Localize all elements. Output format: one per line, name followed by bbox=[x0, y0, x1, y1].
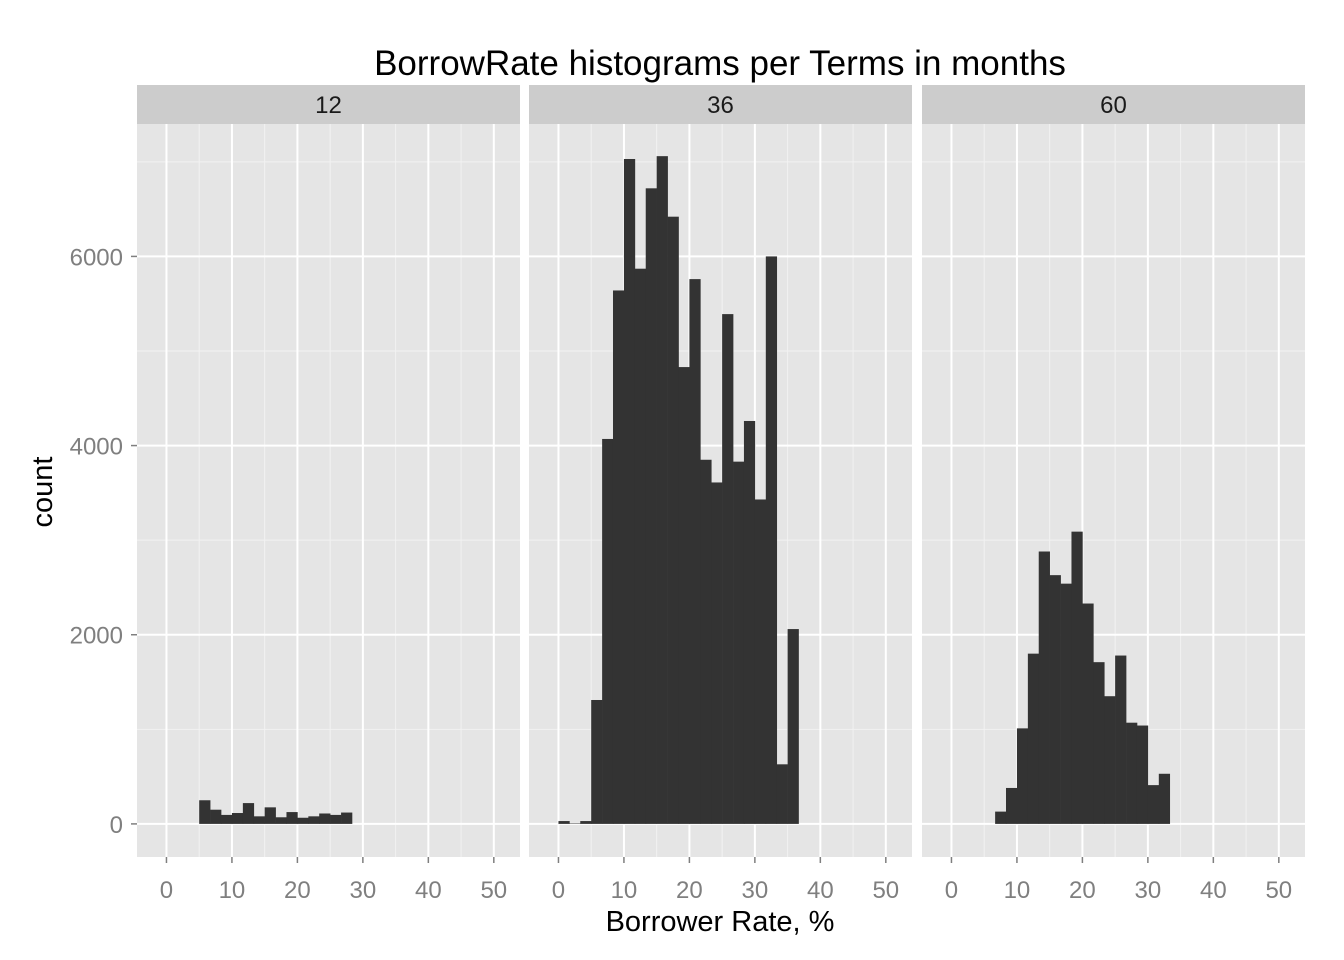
histogram-bar bbox=[341, 812, 353, 824]
facet-strip-label: 60 bbox=[1100, 92, 1127, 119]
histogram-bar bbox=[286, 812, 298, 824]
histogram-bar bbox=[1136, 725, 1149, 824]
chart-title: BorrowRate histograms per Terms in month… bbox=[374, 44, 1066, 83]
facet-panels: 12 0 10 20 30 40 50 36 0 10 20 30 40 50 60 0 10 20 30 40 50 bbox=[137, 85, 1305, 904]
y-tick-label: 0 bbox=[110, 812, 123, 839]
histogram-bar bbox=[210, 809, 222, 824]
histogram-bar bbox=[765, 256, 778, 824]
histogram-bar bbox=[678, 367, 690, 824]
histogram-bar bbox=[330, 814, 342, 824]
x-tick-label: 50 bbox=[1265, 877, 1292, 904]
histogram-bar bbox=[602, 438, 614, 824]
panel-background bbox=[137, 124, 520, 857]
y-axis: 0 2000 4000 6000 bbox=[70, 244, 137, 839]
histogram-bar bbox=[297, 817, 309, 824]
histogram-bar bbox=[1104, 696, 1116, 824]
histogram-bar bbox=[308, 816, 320, 824]
histogram-bar bbox=[754, 499, 767, 824]
facet-strip-label: 12 bbox=[315, 92, 342, 119]
facet-panel-36: 36 0 10 20 30 40 50 bbox=[529, 85, 912, 904]
histogram-bar bbox=[612, 290, 625, 824]
histogram-bar bbox=[1082, 603, 1094, 824]
histogram-bar bbox=[231, 813, 244, 824]
histogram-bar bbox=[1147, 785, 1160, 824]
x-tick-label: 20 bbox=[1069, 877, 1096, 904]
y-tick-label: 4000 bbox=[70, 434, 123, 461]
y-tick-label: 2000 bbox=[70, 623, 123, 650]
x-tick-label: 10 bbox=[611, 877, 638, 904]
histogram-bar bbox=[253, 816, 265, 824]
histogram-bar bbox=[591, 699, 603, 824]
facet-panel-60: 60 0 10 20 30 40 50 bbox=[922, 85, 1305, 904]
histogram-bar bbox=[1016, 728, 1029, 824]
x-tick-label: 0 bbox=[552, 877, 565, 904]
histogram-bar bbox=[558, 821, 570, 824]
histogram-bar bbox=[733, 461, 745, 824]
histogram-bar bbox=[242, 803, 255, 824]
histogram-bar bbox=[776, 764, 788, 824]
x-tick-label: 50 bbox=[480, 877, 507, 904]
histogram-bar bbox=[743, 420, 756, 824]
histogram-bar bbox=[1115, 655, 1127, 824]
histogram-bar bbox=[656, 156, 668, 824]
x-tick-label: 10 bbox=[219, 877, 246, 904]
x-tick-label: 0 bbox=[945, 877, 958, 904]
x-tick-label: 40 bbox=[807, 877, 834, 904]
histogram-bar bbox=[995, 811, 1007, 824]
x-tick-label: 30 bbox=[350, 877, 377, 904]
histogram-bar bbox=[623, 158, 636, 824]
x-tick-label: 40 bbox=[415, 877, 442, 904]
histogram-bar bbox=[220, 814, 233, 824]
histogram-bar bbox=[264, 807, 276, 824]
x-tick-label: 50 bbox=[872, 877, 899, 904]
histogram-bar bbox=[580, 821, 592, 824]
x-tick-label: 20 bbox=[676, 877, 703, 904]
histogram-bar bbox=[199, 800, 211, 824]
histogram-bar bbox=[1093, 662, 1105, 824]
histogram-bar bbox=[634, 268, 647, 824]
histogram-bar bbox=[1126, 722, 1138, 824]
facet-strip-label: 36 bbox=[707, 92, 734, 119]
histogram-bar bbox=[275, 817, 287, 824]
histogram-bar bbox=[1158, 773, 1171, 824]
facet-panel-12: 12 0 10 20 30 40 50 bbox=[137, 85, 520, 904]
histogram-bar bbox=[700, 459, 712, 824]
histogram-bar bbox=[319, 813, 331, 824]
x-tick-label: 10 bbox=[1004, 877, 1031, 904]
histogram-bar bbox=[722, 314, 734, 824]
facet-strip bbox=[922, 85, 1305, 124]
x-tick-label: 0 bbox=[160, 877, 173, 904]
histogram-bar bbox=[711, 482, 723, 824]
histogram-bar bbox=[787, 629, 799, 824]
x-tick-label: 20 bbox=[284, 877, 311, 904]
histogram-bar bbox=[1049, 575, 1061, 824]
facet-strip bbox=[529, 85, 912, 124]
x-tick-label: 30 bbox=[1135, 877, 1162, 904]
histogram-bar bbox=[645, 188, 657, 824]
y-axis-label: count bbox=[27, 457, 59, 528]
histogram-bar bbox=[1005, 787, 1018, 824]
histogram-bar bbox=[1027, 653, 1040, 824]
histogram-bar bbox=[689, 279, 701, 824]
y-tick-label: 6000 bbox=[70, 244, 123, 271]
histogram-bar bbox=[1071, 531, 1083, 824]
facet-strip bbox=[137, 85, 520, 124]
histogram-bar bbox=[667, 216, 679, 824]
histogram-bar bbox=[1038, 551, 1050, 824]
histogram-bar bbox=[1060, 583, 1072, 824]
x-tick-label: 30 bbox=[742, 877, 769, 904]
x-tick-label: 40 bbox=[1200, 877, 1227, 904]
x-axis-label: Borrower Rate, % bbox=[606, 906, 835, 938]
